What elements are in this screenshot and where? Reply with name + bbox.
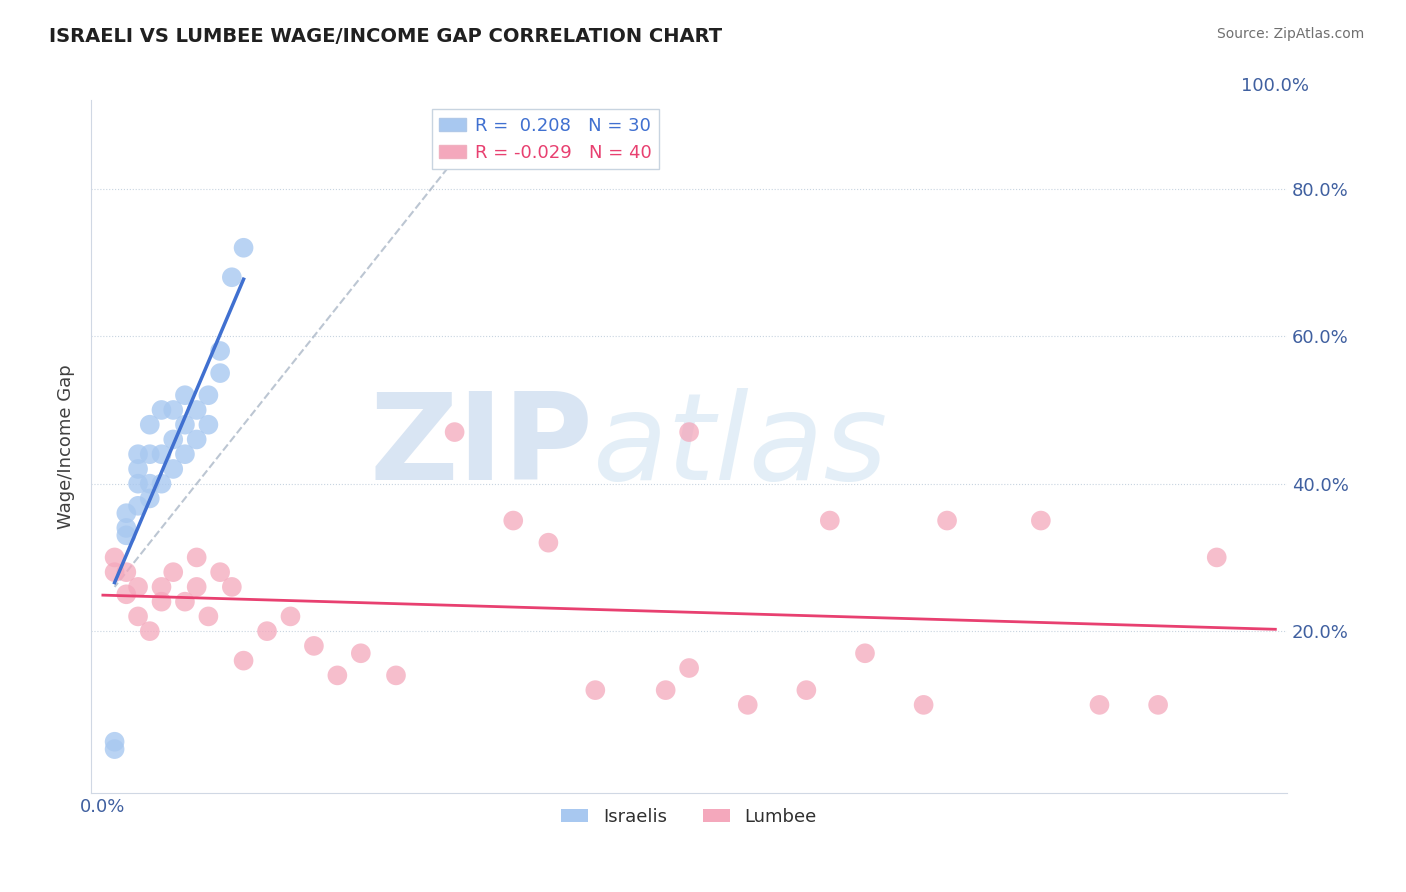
Point	[583, 683, 606, 698]
Point	[127, 462, 149, 476]
Point	[150, 595, 173, 609]
Point	[1147, 698, 1170, 712]
Point	[197, 609, 219, 624]
Text: ISRAELI VS LUMBEE WAGE/INCOME GAP CORRELATION CHART: ISRAELI VS LUMBEE WAGE/INCOME GAP CORREL…	[49, 27, 723, 45]
Point	[104, 742, 127, 756]
Point	[127, 499, 149, 513]
Point	[186, 403, 208, 417]
Point	[174, 447, 197, 461]
Point	[654, 683, 676, 698]
Point	[853, 646, 876, 660]
Point	[127, 580, 149, 594]
Point	[537, 535, 560, 549]
Point	[232, 241, 254, 255]
Y-axis label: Wage/Income Gap: Wage/Income Gap	[58, 365, 75, 529]
Point	[796, 683, 818, 698]
Point	[350, 646, 373, 660]
Point	[232, 654, 254, 668]
Point	[115, 587, 138, 601]
Point	[139, 447, 162, 461]
Point	[104, 735, 127, 749]
Point	[737, 698, 759, 712]
Legend: Israelis, Lumbee: Israelis, Lumbee	[554, 800, 824, 833]
Point	[197, 417, 219, 432]
Point	[139, 624, 162, 639]
Point	[127, 476, 149, 491]
Point	[162, 403, 184, 417]
Text: Source: ZipAtlas.com: Source: ZipAtlas.com	[1216, 27, 1364, 41]
Point	[186, 550, 208, 565]
Point	[115, 521, 138, 535]
Point	[127, 609, 149, 624]
Text: ZIP: ZIP	[370, 388, 593, 506]
Point	[221, 270, 243, 285]
Point	[221, 580, 243, 594]
Point	[280, 609, 302, 624]
Point	[162, 433, 184, 447]
Point	[139, 491, 162, 506]
Point	[150, 580, 173, 594]
Point	[115, 565, 138, 579]
Point	[104, 550, 127, 565]
Point	[115, 528, 138, 542]
Point	[678, 661, 700, 675]
Point	[139, 476, 162, 491]
Point	[256, 624, 278, 639]
Point	[1029, 514, 1052, 528]
Point	[174, 388, 197, 402]
Point	[326, 668, 349, 682]
Point	[174, 417, 197, 432]
Point	[115, 506, 138, 520]
Point	[162, 565, 184, 579]
Point	[209, 366, 232, 380]
Point	[150, 476, 173, 491]
Point	[443, 425, 465, 439]
Point	[818, 514, 841, 528]
Point	[678, 425, 700, 439]
Point	[302, 639, 325, 653]
Point	[150, 447, 173, 461]
Point	[209, 565, 232, 579]
Point	[1088, 698, 1111, 712]
Point	[1205, 550, 1227, 565]
Point	[150, 403, 173, 417]
Point	[127, 447, 149, 461]
Point	[197, 388, 219, 402]
Point	[209, 343, 232, 358]
Point	[186, 580, 208, 594]
Point	[385, 668, 408, 682]
Point	[162, 462, 184, 476]
Text: atlas: atlas	[593, 388, 889, 506]
Point	[936, 514, 959, 528]
Point	[186, 433, 208, 447]
Point	[104, 565, 127, 579]
Point	[174, 595, 197, 609]
Point	[502, 514, 524, 528]
Point	[139, 417, 162, 432]
Point	[912, 698, 935, 712]
